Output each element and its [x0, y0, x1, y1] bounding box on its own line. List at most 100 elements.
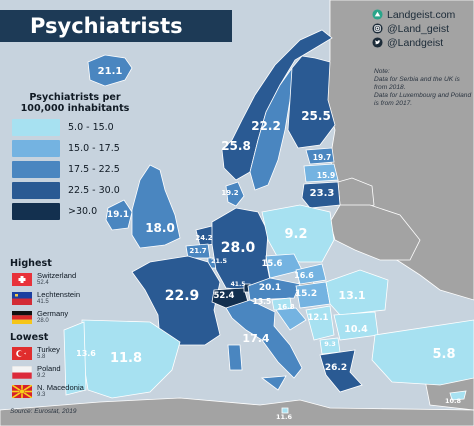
- value-label-finland: 25.5: [301, 109, 331, 123]
- legend-title: Psychiatrists per 100,000 inhabitants: [10, 92, 140, 114]
- country-norway: [221, 29, 333, 181]
- country-croatia: [275, 307, 307, 331]
- value-label-spain: 11.8: [110, 351, 142, 366]
- lowest-item: Turkey 5.8: [12, 346, 84, 365]
- value-label-denmark: 19.2: [221, 189, 238, 197]
- value-label-serbia: 12.1: [308, 313, 329, 323]
- value-label-poland: 9.2: [284, 227, 307, 242]
- country-portugal: [63, 321, 87, 396]
- value-label-austria: 20.1: [259, 283, 281, 293]
- legend-bin: 5.0 - 15.0: [12, 118, 120, 137]
- value-label-switzerland: 52.4: [214, 291, 235, 301]
- value-label-france: 22.9: [165, 288, 200, 304]
- highest-value: 41.5: [37, 299, 49, 305]
- country-sicily: [260, 375, 287, 391]
- legend-swatch: [12, 119, 60, 136]
- lowest-list: Turkey 5.8 Poland 9.2 N. Macedonia 9.3: [12, 346, 84, 403]
- value-label-slovakia: 16.6: [294, 271, 314, 280]
- value-label-slovenia: 13.5: [253, 297, 272, 306]
- value-label-luxembourg: 21.5: [211, 257, 228, 265]
- highest-name: Lechtenstein: [37, 290, 81, 299]
- value-label-liechtenstein: 41.5: [231, 281, 246, 288]
- value-label-north-macedonia: 9.3: [324, 340, 336, 348]
- value-label-portugal: 13.6: [76, 349, 96, 358]
- highest-value: 52.4: [37, 280, 49, 286]
- country-uk: [131, 164, 181, 249]
- country-greece: [319, 349, 363, 393]
- value-label-germany: 28.0: [221, 240, 256, 256]
- swiss-flag-icon: [12, 273, 32, 286]
- social-twitter[interactable]: @Landgeist: [372, 36, 455, 49]
- value-label-sweden: 22.2: [251, 119, 281, 133]
- value-label-lithuania: 23.3: [310, 188, 335, 199]
- country-cyprus: [449, 390, 467, 401]
- lowest-value: 5.8: [37, 354, 46, 360]
- legend-swatch: [12, 140, 60, 157]
- polish-flag-icon: [12, 366, 32, 379]
- social-links: Landgeist.com @Land_geist @Landgeist: [372, 8, 455, 50]
- landgeist-logo-icon: [372, 9, 383, 20]
- lowest-item: Poland 9.2: [12, 365, 84, 384]
- value-label-czechia: 15.6: [262, 259, 283, 269]
- legend-bin: 17.5 - 22.5: [12, 160, 120, 179]
- lowest-item: N. Macedonia 9.3: [12, 384, 84, 403]
- legend-swatch: [12, 203, 60, 220]
- page-title: Psychiatrists: [0, 10, 232, 42]
- country-poland: [261, 204, 335, 263]
- country-latvia: [303, 163, 339, 183]
- country-shapes: [63, 29, 474, 414]
- country-estonia: [305, 147, 335, 165]
- legend-bin-label: 22.5 - 30.0: [68, 185, 120, 196]
- value-label-hungary: 15.2: [295, 289, 317, 299]
- note-line-serbia-uk: Data for Serbia and the UK is from 2018.: [374, 76, 460, 91]
- legend-bin-label: 17.5 - 22.5: [68, 164, 120, 175]
- legend: 5.0 - 15.0 15.0 - 17.5 17.5 - 22.5 22.5 …: [12, 118, 120, 223]
- legend-swatch: [12, 161, 60, 178]
- legend-bin: 15.0 - 17.5: [12, 139, 120, 158]
- country-turkey: [371, 319, 474, 386]
- value-label-latvia: 15.9: [317, 171, 336, 180]
- highest-value: 28.0: [37, 318, 49, 324]
- lowest-value: 9.2: [37, 373, 46, 379]
- north-macedonia-flag-icon: [12, 385, 32, 398]
- legend-bin: 22.5 - 30.0: [12, 181, 120, 200]
- social-instagram[interactable]: @Land_geist: [372, 22, 455, 35]
- highest-item: Germany 28.0: [12, 310, 80, 329]
- highest-item: Switzerland 52.4: [12, 272, 80, 291]
- value-label-norway: 25.8: [221, 139, 251, 153]
- highest-name: Germany: [37, 309, 69, 318]
- lowest-title: Lowest: [10, 332, 49, 343]
- legend-title-line1: Psychiatrists per: [29, 92, 121, 103]
- value-label-netherlands: 24.2: [195, 234, 212, 242]
- note-heading: Note:: [374, 68, 390, 75]
- country-denmark: [225, 181, 245, 207]
- legend-title-line2: 100,000 inhabitants: [20, 103, 130, 114]
- country-malta: [281, 407, 289, 414]
- legend-bin-label: >30.0: [68, 206, 98, 217]
- lowest-value: 9.3: [37, 392, 46, 398]
- value-label-greece: 26.2: [325, 363, 347, 373]
- lowest-name: N. Macedonia: [37, 383, 84, 392]
- legend-bin: >30.0: [12, 202, 120, 221]
- country-sardinia: [227, 344, 243, 371]
- value-label-turkey: 5.8: [432, 347, 455, 362]
- value-labels: 21.1 25.822.2 25.5 19.7 15.9 23.3 19.2 19.1 18.0…: [76, 66, 461, 421]
- country-romania: [325, 269, 389, 316]
- value-label-italy: 17.4: [242, 332, 269, 345]
- value-label-romania: 13.1: [338, 289, 365, 302]
- country-slovakia: [295, 263, 327, 285]
- value-label-malta: 11.6: [276, 413, 293, 421]
- country-ireland: [105, 199, 133, 231]
- twitter-icon: [372, 37, 383, 48]
- social-twitter-text: @Landgeist: [387, 36, 444, 49]
- legend-bin-label: 15.0 - 17.5: [68, 143, 120, 154]
- country-france: [131, 255, 221, 346]
- social-instagram-text: @Land_geist: [387, 22, 450, 35]
- value-label-united-kingdom: 18.0: [145, 221, 175, 235]
- highest-name: Switzerland: [37, 271, 77, 280]
- value-label-bulgaria: 10.4: [344, 324, 368, 335]
- social-website[interactable]: Landgeist.com: [372, 8, 455, 21]
- country-finland: [287, 55, 336, 149]
- social-website-text: Landgeist.com: [387, 8, 456, 21]
